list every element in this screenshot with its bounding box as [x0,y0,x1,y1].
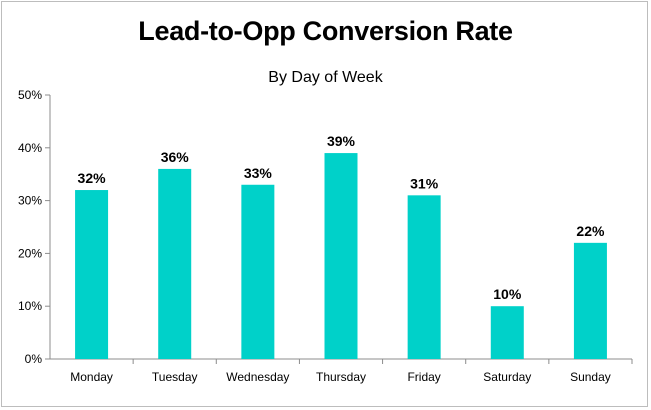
x-tick-label-thursday: Thursday [316,370,366,384]
x-tick-label-wednesday: Wednesday [226,370,289,384]
bar-monday [75,190,109,359]
y-tick-label: 30% [18,194,42,208]
bar-tuesday [158,168,192,359]
bar-sunday [573,242,607,359]
data-label-friday: 31% [410,175,439,191]
chart-subtitle: By Day of Week [268,69,383,86]
x-axis: Monday Tuesday Wednesday Thursday Friday Satu… [50,358,633,384]
bar-saturday [490,306,524,359]
bar-wednesday [241,184,275,359]
bars [75,153,607,359]
data-label-sunday: 22% [576,223,605,239]
data-label-tuesday: 36% [161,149,190,165]
data-label-wednesday: 33% [244,165,273,181]
data-label-monday: 32% [78,170,107,186]
bar-thursday [324,153,358,359]
y-tick-label: 40% [18,141,42,155]
chart-title: Lead-to-Opp Conversion Rate [138,16,513,46]
bar-friday [407,195,441,359]
x-tick-label-saturday: Saturday [483,370,531,384]
y-axis: 0% 10% 20% 30% 40% 50% [18,88,51,366]
x-tick-label-sunday: Sunday [570,370,611,384]
y-tick-label: 10% [18,299,42,313]
x-tick-label-monday: Monday [70,370,113,384]
data-label-saturday: 10% [493,286,522,302]
data-label-thursday: 39% [327,133,356,149]
y-tick-label: 0% [25,352,43,366]
x-tick-label-friday: Friday [407,370,440,384]
x-tick-label-tuesday: Tuesday [152,370,198,384]
data-labels: 32% 36% 33% 39% 31% 10% 22% [78,133,605,302]
y-tick-label: 20% [18,246,42,260]
y-tick-label: 50% [18,88,42,102]
